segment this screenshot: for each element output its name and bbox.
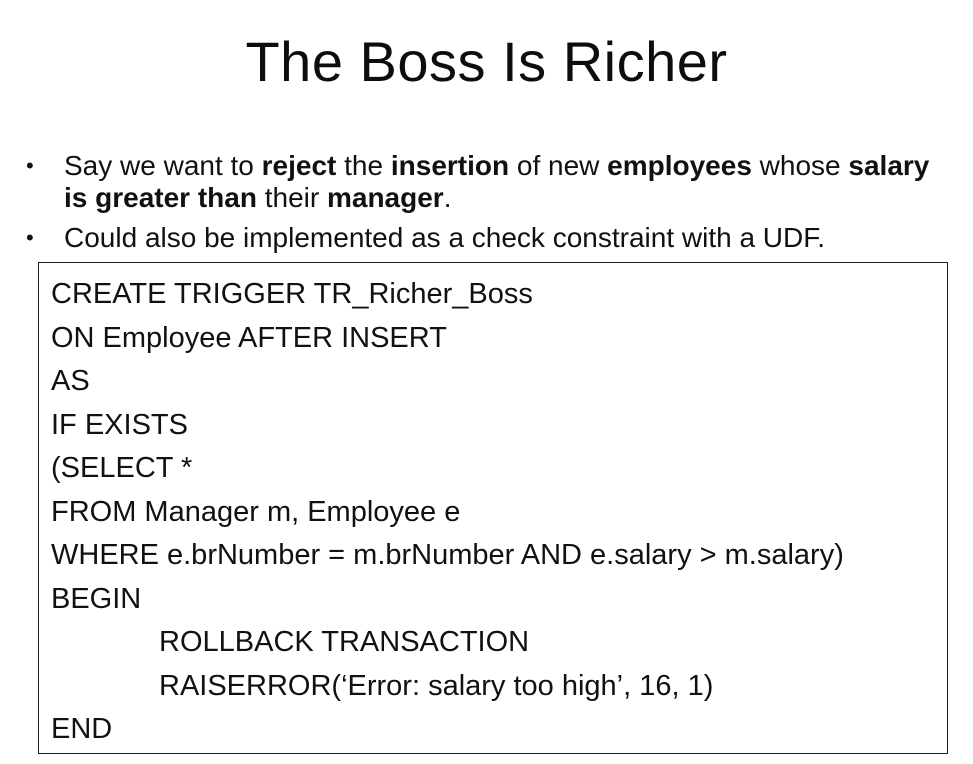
bullet-text-bold: reject [261,150,337,181]
slide-title: The Boss Is Richer [245,30,728,93]
bullet-text: whose [751,150,849,181]
code-line: CREATE TRIGGER TR_Richer_Boss [51,278,533,310]
bullet-text: the [336,150,391,181]
code-line: FROM Manager m, Employee e [51,495,461,528]
code-line: IF EXISTS [51,408,188,441]
code-line: ROLLBACK TRANSACTION [159,626,530,658]
bullet-text-bold: insertion [390,150,510,181]
code-line: RAISERROR(‘Error: salary too high’, 16, … [159,669,714,702]
code-line: AS [51,365,90,397]
bullet-dot-icon: • [26,225,34,250]
bullet-item: • Say we want to reject the insertion of… [24,150,944,214]
bullet-text: Say we want to [64,150,262,181]
bullet-text-bold: employees [607,150,752,181]
bullet-text: of new [509,150,608,181]
code-line: ON Employee AFTER INSERT [51,321,447,354]
code-line: WHERE e.brNumber = m.brNumber AND e.sala… [51,539,844,571]
bullet-text-bold: salary is greater than [64,150,930,213]
bullet-text: . [443,182,452,213]
code-line: END [51,713,113,745]
bullet-item: • Could also be implemented as a check c… [24,222,944,254]
bullet-text-bold: manager [326,182,444,213]
bullet-list: • Say we want to reject the insertion of… [24,150,944,262]
code-line: (SELECT * [51,452,193,484]
bullet-text: their [256,182,327,213]
code-block: CREATE TRIGGER TR_Richer_Boss ON Employe… [38,262,948,754]
code-line: BEGIN [51,582,142,615]
bullet-text: Could also be implemented as a check con… [64,222,826,253]
bullet-dot-icon: • [26,153,34,178]
